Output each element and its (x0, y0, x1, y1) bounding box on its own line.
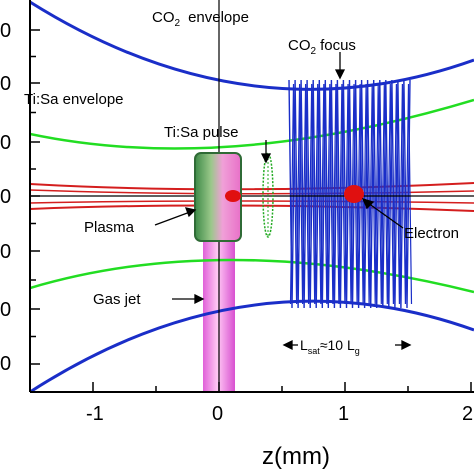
tisa-envelope-upper (30, 98, 474, 150)
co2-envelope-lower (30, 299, 474, 392)
y-tick-label-1: 0 (0, 20, 11, 42)
co2-envelope-label: CO2 envelope (152, 9, 249, 29)
gas-jet-arrowhead (194, 293, 205, 305)
tisa-pulse (262, 152, 274, 238)
tisa-beam-line-4 (30, 204, 474, 212)
lsat-label: Lsat≈10 Lg (300, 337, 360, 356)
x-tick-label-0: 0 (212, 403, 223, 425)
x-tick-label-2: 2 (462, 403, 473, 425)
tisa-pulse-arrowhead (260, 153, 272, 164)
x-axis-label: z(mm) (262, 443, 330, 470)
co2-focus-arrowhead (334, 69, 346, 80)
y-tick-label-7: 0 (0, 353, 11, 375)
y-tick-label-6: 0 (0, 299, 11, 321)
electron-bunch-2 (344, 185, 364, 203)
lsat-arrow-left-head (282, 339, 293, 351)
x-ticks (92, 382, 472, 392)
co2-envelope-upper (30, 0, 474, 91)
tisa-envelope-label: Ti:Sa envelope (24, 91, 124, 108)
plasma-arrow (154, 211, 191, 226)
y-tick-label-4: 0 (0, 186, 11, 208)
plasma-region (194, 152, 242, 242)
electron-label: Electron (404, 225, 459, 242)
x-tick-label-neg1: -1 (86, 403, 104, 425)
lsat-arrow-right-head (401, 339, 412, 351)
y-tick-label-3: 0 (0, 132, 11, 154)
plasma-arrowhead (184, 207, 197, 218)
plasma-label: Plasma (84, 219, 135, 236)
y-tick-label-5: 0 (0, 241, 11, 263)
y-tick-label-2: 0 (0, 73, 11, 95)
y-ticks (30, 29, 40, 365)
co2-focus-wave (288, 79, 413, 309)
x-tick-label-1: 1 (338, 403, 349, 425)
gas-jet-label: Gas jet (93, 291, 141, 308)
electron-arrow (367, 202, 404, 229)
co2-focus-oscillation-2 (289, 83, 413, 305)
electron-bunch-1 (225, 190, 241, 202)
co2-focus-label: CO2 focus (288, 37, 356, 57)
tisa-pulse-label: Ti:Sa pulse (164, 124, 238, 141)
electron-arrowhead (361, 197, 375, 210)
